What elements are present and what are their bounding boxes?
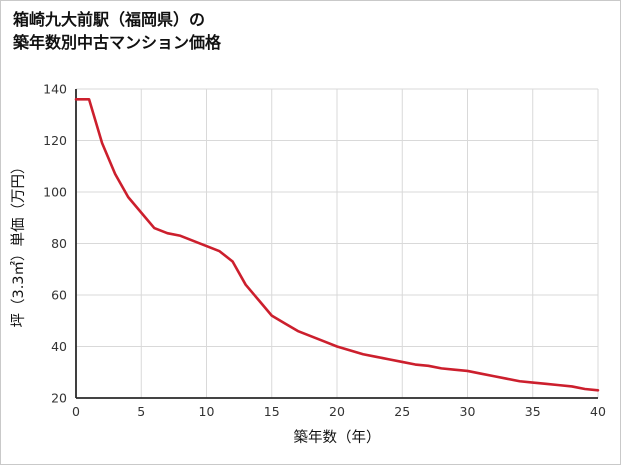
- x-axis-label: 築年数（年）: [294, 428, 381, 446]
- x-tick-label: 40: [590, 404, 606, 419]
- price-line: [74, 98, 600, 392]
- y-tick-label: 140: [43, 82, 67, 97]
- chart-title: 箱崎九大前駅（福岡県）の 築年数別中古マンション価格: [13, 8, 221, 54]
- x-tick-label: 30: [460, 404, 476, 419]
- y-tick-label: 40: [51, 339, 67, 354]
- x-tick-label: 5: [137, 404, 145, 419]
- x-tick-label: 20: [329, 404, 345, 419]
- x-tick-label: 25: [394, 404, 410, 419]
- y-tick-label: 100: [43, 185, 67, 200]
- x-tick-label: 0: [72, 404, 80, 419]
- chart-title-line1: 箱崎九大前駅（福岡県）の: [13, 10, 206, 29]
- y-tick-label: 60: [51, 288, 67, 303]
- chart-title-line2: 築年数別中古マンション価格: [13, 33, 222, 53]
- y-axis-label: 坪（3.3㎡）単価（万円）: [10, 159, 27, 327]
- x-tick-label: 10: [199, 404, 215, 419]
- y-tick-label: 20: [51, 391, 67, 406]
- y-tick-label: 80: [51, 236, 67, 251]
- x-tick-label: 35: [525, 404, 541, 419]
- x-tick-label: 15: [264, 404, 280, 419]
- y-tick-label: 120: [43, 133, 67, 148]
